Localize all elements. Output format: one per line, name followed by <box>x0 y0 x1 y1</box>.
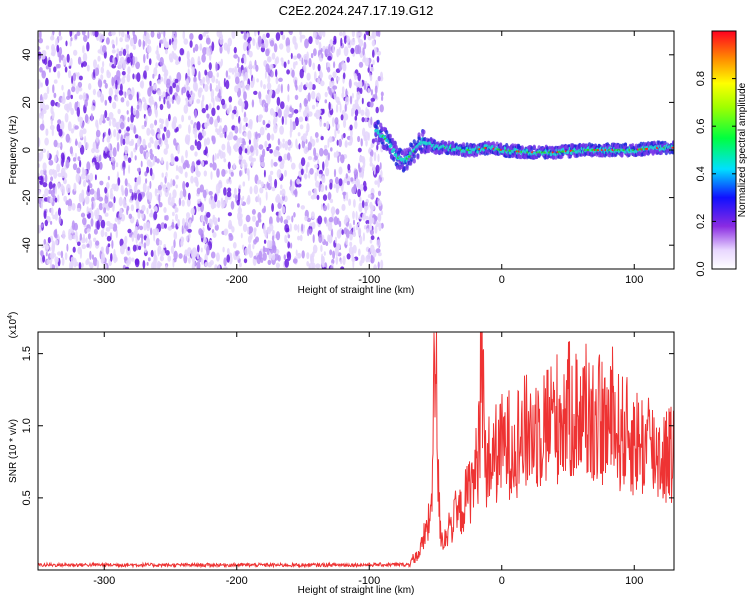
spectrogram-signal-layer <box>374 119 674 173</box>
spectrogram-y-tick-label: 20 <box>21 96 33 108</box>
colorbar-label: Normalized spectral amplitude <box>737 82 748 217</box>
spectrogram-x-ticks: -300 -200 -100 0 100 <box>93 31 643 286</box>
colorbar-gradient <box>712 31 736 269</box>
spectrogram-y-tick-label: -20 <box>21 190 33 206</box>
snr-x-tick-label: -300 <box>93 575 115 587</box>
colorbar-frame <box>711 30 737 270</box>
snr-panel: -300 -200 -100 0 100 0.5 1.0 1.5 Height of str… <box>7 312 675 596</box>
snr-y-tick-label: 1.5 <box>21 346 33 361</box>
snr-y-multiplier: (x104) <box>7 312 19 339</box>
colorbar: 0.0 0.2 0.4 0.6 0.8 Normalized spectral ampl… <box>695 30 748 277</box>
colorbar-tick-label: 0.0 <box>695 261 707 276</box>
snr-x-tick-label: -100 <box>358 575 380 587</box>
chart-title: C2E2.2024.247.17.19.G12 <box>279 3 434 18</box>
spectrogram-y-ticks: -40 -20 0 20 40 <box>21 49 674 253</box>
colorbar-tick-label: 0.6 <box>695 119 707 134</box>
spectrogram-noise-layer <box>38 31 384 269</box>
snr-y-tick-label: 1.0 <box>21 418 33 433</box>
snr-frame <box>37 331 675 571</box>
colorbar-ticks: 0.0 0.2 0.4 0.6 0.8 <box>695 71 736 277</box>
snr-x-tick-label: -200 <box>226 575 248 587</box>
colorbar-tick-label: 0.2 <box>695 214 707 229</box>
snr-y-label: SNR (10 * v/v) <box>8 419 19 483</box>
spectrogram-x-tick-label: -100 <box>358 274 380 286</box>
snr-x-ticks: -300 -200 -100 0 100 <box>93 332 643 587</box>
spectrogram-x-tick-label: -200 <box>226 274 248 286</box>
colorbar-tick-label: 0.4 <box>695 166 707 181</box>
snr-y-ticks: 0.5 1.0 1.5 <box>21 346 674 506</box>
spectrogram-x-tick-label: 100 <box>625 274 643 286</box>
spectrogram-x-tick-label: -300 <box>93 274 115 286</box>
snr-series-line <box>38 332 674 569</box>
snr-x-tick-label: 100 <box>625 575 643 587</box>
snr-y-tick-label: 0.5 <box>21 490 33 505</box>
snr-x-label: Height of straight line (km) <box>298 585 415 596</box>
spectrogram-y-label: Frequency (Hz) <box>8 116 19 185</box>
spectrogram-y-tick-label: -40 <box>21 237 33 253</box>
spectrogram-x-label: Height of straight line (km) <box>298 285 415 296</box>
spectrogram-y-tick-label: 40 <box>21 49 33 61</box>
colorbar-tick-label: 0.8 <box>695 71 707 86</box>
snr-x-tick-label: 0 <box>499 575 505 587</box>
spectrogram-y-tick-label: 0 <box>21 147 33 153</box>
spectrogram-x-tick-label: 0 <box>499 274 505 286</box>
